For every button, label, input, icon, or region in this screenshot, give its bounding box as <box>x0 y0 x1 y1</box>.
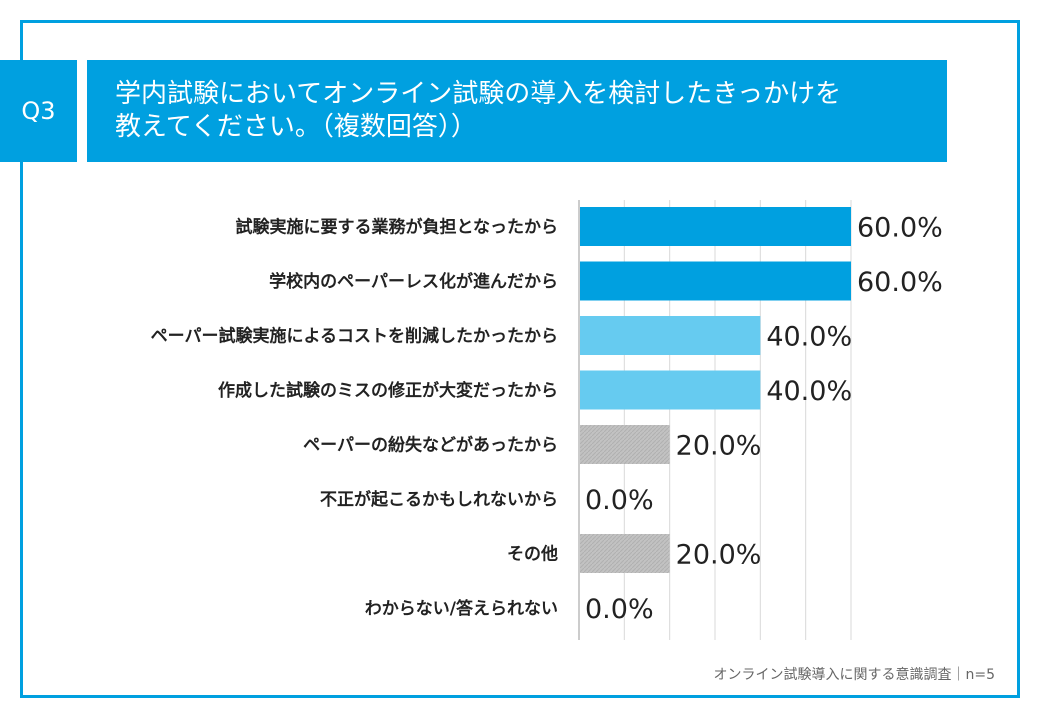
value-label: 40.0% <box>766 322 852 353</box>
category-label: 学校内のペーパーレス化が進んだから <box>269 271 558 292</box>
category-label: 作成した試験のミスの修正が大変だったから <box>218 380 558 401</box>
value-label: 40.0% <box>766 376 852 407</box>
category-label: ペーパーの紛失などがあったから <box>303 435 558 456</box>
value-label: 20.0% <box>676 540 762 571</box>
bar <box>580 370 761 410</box>
value-label: 60.0% <box>857 213 943 244</box>
bar <box>580 425 670 464</box>
category-label: 試験実施に要する業務が負担となったから <box>236 217 559 238</box>
value-label: 0.0% <box>585 485 654 516</box>
question-title-line-2: 教えてください。（複数回答）） <box>115 112 477 142</box>
category-label: その他 <box>507 544 558 565</box>
question-number-badge: Q3 <box>0 60 77 162</box>
bar <box>580 261 851 301</box>
survey-footer: オンライン試験導入に関する意識調査｜n=5 <box>713 667 995 683</box>
bar <box>580 534 670 573</box>
bar <box>580 316 761 355</box>
value-label: 60.0% <box>857 267 943 298</box>
question-title: 学内試験においてオンライン試験の導入を検討したきっかけを 教えてください。（複数… <box>87 60 947 162</box>
category-label: わからない/答えられない <box>365 598 558 619</box>
category-label: 不正が起こるかもしれないから <box>320 489 558 510</box>
value-label: 20.0% <box>676 431 762 462</box>
bar <box>580 207 851 246</box>
question-title-line-1: 学内試験においてオンライン試験の導入を検討したきっかけを <box>115 79 842 109</box>
value-label: 0.0% <box>585 594 654 625</box>
survey-frame <box>20 20 1020 698</box>
category-label: ペーパー試験実施によるコストを削減したかったから <box>151 326 558 347</box>
